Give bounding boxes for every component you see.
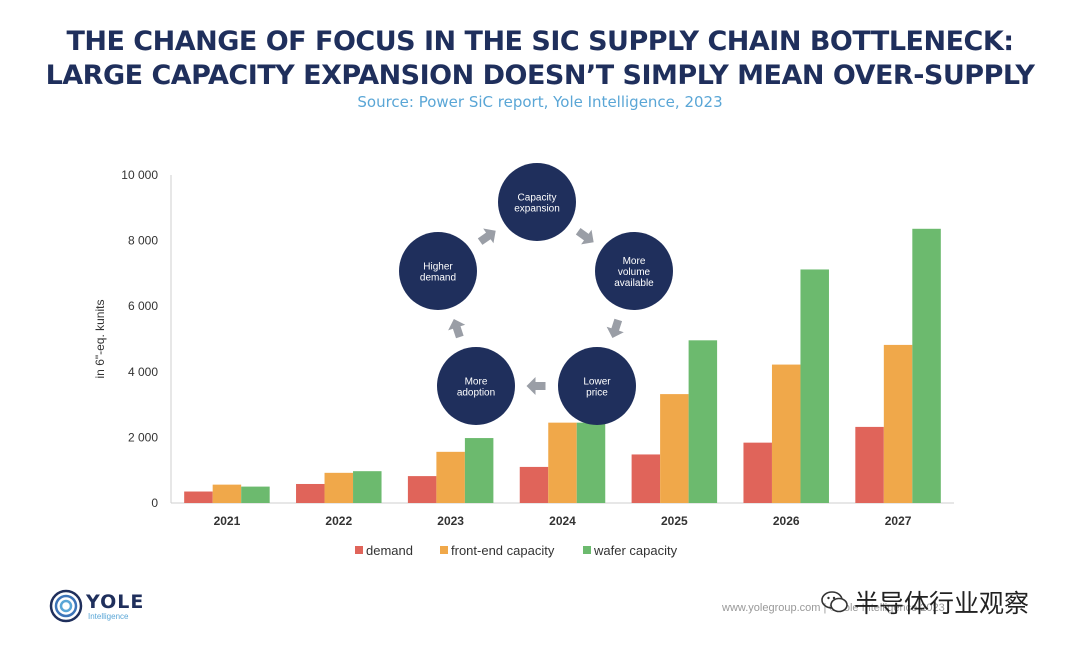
cycle-node-circle	[498, 163, 576, 241]
cycle-node-label: adoption	[457, 388, 495, 399]
source-note: Source: Power SiC report, Yole Intellige…	[357, 93, 723, 111]
wechat-icon	[821, 591, 848, 613]
bar-demand-2027	[855, 426, 884, 503]
bar-wafer-capacity-2025	[688, 340, 718, 503]
bar-demand-2022	[296, 483, 325, 503]
cycle-node-label: Higher	[423, 262, 453, 273]
bar-front-end-capacity-2023	[436, 451, 465, 503]
bar-demand-2023	[407, 476, 437, 503]
legend-swatch	[440, 546, 448, 554]
cycle-node-label: More	[623, 256, 646, 267]
bar-wafer-capacity-2021	[241, 486, 270, 503]
logo-wordmark: YOLE	[86, 591, 145, 613]
x-tick-label: 2024	[549, 514, 576, 528]
cycle-arrow-icon	[526, 377, 546, 395]
bar-front-end-capacity-2027	[883, 344, 913, 503]
watermark-text: 半导体行业观察	[854, 589, 1030, 618]
x-tick-label: 2023	[437, 514, 464, 528]
cycle-arrow-icon	[448, 319, 466, 339]
bar-wafer-capacity-2027	[912, 228, 941, 504]
y-tick-label: 10 000	[121, 168, 158, 182]
y-axis-label: in 6"-eq. kunits	[93, 300, 107, 379]
bar-demand-2024	[519, 466, 549, 503]
x-tick-label: 2022	[325, 514, 352, 528]
cycle-node-circle	[437, 347, 515, 425]
cycle-arrow-icon	[606, 318, 624, 339]
cycle-node-label: More	[465, 377, 488, 388]
yole-logo-icon	[49, 589, 83, 623]
y-tick-label: 2 000	[128, 430, 158, 444]
title-line-2: LARGE CAPACITY EXPANSION DOESN’T SIMPLY …	[45, 60, 1035, 91]
cycle-node-circle	[558, 347, 636, 425]
bar-front-end-capacity-2025	[660, 394, 689, 503]
bar-front-end-capacity-2026	[771, 364, 801, 503]
cycle-arrow-icon	[575, 228, 594, 245]
bar-wafer-capacity-2023	[464, 438, 494, 503]
legend-swatch	[583, 546, 591, 554]
cycle-node-label: demand	[420, 273, 456, 284]
title-line-1: THE CHANGE OF FOCUS IN THE SIC SUPPLY CH…	[66, 26, 1014, 57]
logo-subtitle: Intelligence	[88, 612, 129, 621]
y-tick-label: 0	[151, 496, 158, 510]
bar-demand-2021	[184, 491, 213, 503]
bar-wafer-capacity-2026	[800, 269, 829, 503]
y-tick-label: 4 000	[128, 365, 158, 379]
legend-swatch	[355, 546, 363, 554]
x-tick-label: 2025	[661, 514, 688, 528]
x-tick-label: 2026	[773, 514, 800, 528]
cycle-node-label: expansion	[514, 204, 560, 215]
cycle-node-circle	[595, 232, 673, 310]
cycle-arrow-icon	[477, 228, 496, 245]
cycle-node-label: available	[614, 278, 654, 289]
legend-label: front-end capacity	[451, 543, 555, 558]
cycle-node-label: price	[586, 388, 608, 399]
cycle-node-label: volume	[618, 267, 651, 278]
bar-wafer-capacity-2022	[353, 471, 382, 503]
bar-demand-2026	[743, 442, 772, 503]
y-tick-label: 8 000	[128, 234, 158, 248]
x-tick-label: 2027	[885, 514, 912, 528]
bar-wafer-capacity-2024	[576, 422, 606, 503]
bar-front-end-capacity-2024	[548, 422, 577, 503]
legend-label: demand	[366, 543, 413, 558]
x-tick-label: 2021	[214, 514, 241, 528]
cycle-node-label: Capacity	[518, 193, 557, 204]
cycle-node-circle	[399, 232, 477, 310]
bar-front-end-capacity-2021	[212, 484, 242, 503]
cycle-node-label: Lower	[583, 377, 611, 388]
bar-front-end-capacity-2022	[324, 472, 354, 503]
bar-demand-2025	[631, 454, 661, 503]
y-tick-label: 6 000	[128, 299, 158, 313]
legend-label: wafer capacity	[593, 543, 678, 558]
watermark: 半导体行业观察	[820, 584, 1029, 620]
